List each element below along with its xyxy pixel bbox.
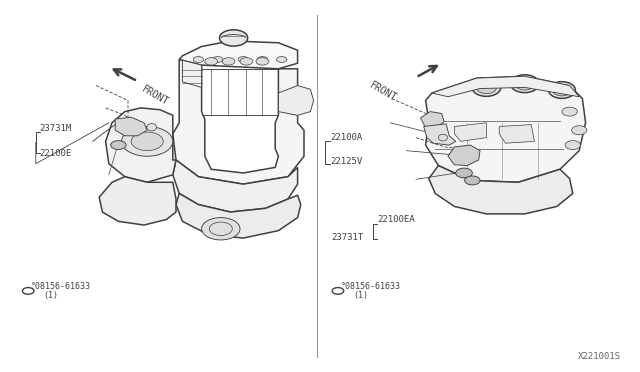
Text: (1): (1) <box>44 291 58 299</box>
Circle shape <box>238 57 248 62</box>
Ellipse shape <box>511 75 539 93</box>
Text: 23731T: 23731T <box>332 233 364 242</box>
Circle shape <box>111 141 126 150</box>
Circle shape <box>212 57 223 62</box>
Circle shape <box>122 126 173 156</box>
Ellipse shape <box>476 81 497 94</box>
Polygon shape <box>278 86 314 115</box>
Circle shape <box>562 107 577 116</box>
Ellipse shape <box>431 129 440 135</box>
Ellipse shape <box>515 77 535 90</box>
Polygon shape <box>426 76 586 182</box>
Polygon shape <box>424 124 456 145</box>
Polygon shape <box>179 41 298 69</box>
Text: FRONT: FRONT <box>140 84 170 107</box>
Ellipse shape <box>438 134 447 141</box>
Text: 22100EA: 22100EA <box>378 215 415 224</box>
Text: FRONT: FRONT <box>368 80 399 103</box>
Text: X221001S: X221001S <box>578 352 621 361</box>
Circle shape <box>572 126 587 135</box>
Polygon shape <box>499 125 534 143</box>
Polygon shape <box>448 145 480 166</box>
Circle shape <box>193 57 204 62</box>
Ellipse shape <box>147 124 157 131</box>
Text: 22100A: 22100A <box>330 132 362 141</box>
Circle shape <box>205 58 218 65</box>
Polygon shape <box>173 160 298 212</box>
Circle shape <box>131 132 163 151</box>
Circle shape <box>202 218 240 240</box>
Text: °08156-61633: °08156-61633 <box>31 282 91 291</box>
Polygon shape <box>432 76 579 97</box>
Text: °08156-61633: °08156-61633 <box>340 282 401 291</box>
Text: 22100E: 22100E <box>40 149 72 158</box>
Polygon shape <box>176 193 301 238</box>
Circle shape <box>222 58 235 65</box>
Circle shape <box>256 58 269 65</box>
Text: 23731M: 23731M <box>40 124 72 133</box>
Polygon shape <box>182 60 202 87</box>
Ellipse shape <box>552 84 572 96</box>
Ellipse shape <box>472 78 500 96</box>
Circle shape <box>257 57 268 62</box>
Text: (1): (1) <box>353 291 368 299</box>
Circle shape <box>220 30 248 46</box>
Ellipse shape <box>548 81 575 98</box>
Polygon shape <box>420 112 444 128</box>
Polygon shape <box>173 60 304 184</box>
Circle shape <box>456 168 472 178</box>
Polygon shape <box>99 177 176 225</box>
Text: 22125V: 22125V <box>330 157 362 166</box>
Polygon shape <box>454 123 486 141</box>
Polygon shape <box>115 117 147 136</box>
Circle shape <box>276 57 287 62</box>
Circle shape <box>565 141 580 150</box>
Polygon shape <box>106 108 176 182</box>
Circle shape <box>465 176 480 185</box>
Polygon shape <box>429 166 573 214</box>
Circle shape <box>240 58 253 65</box>
